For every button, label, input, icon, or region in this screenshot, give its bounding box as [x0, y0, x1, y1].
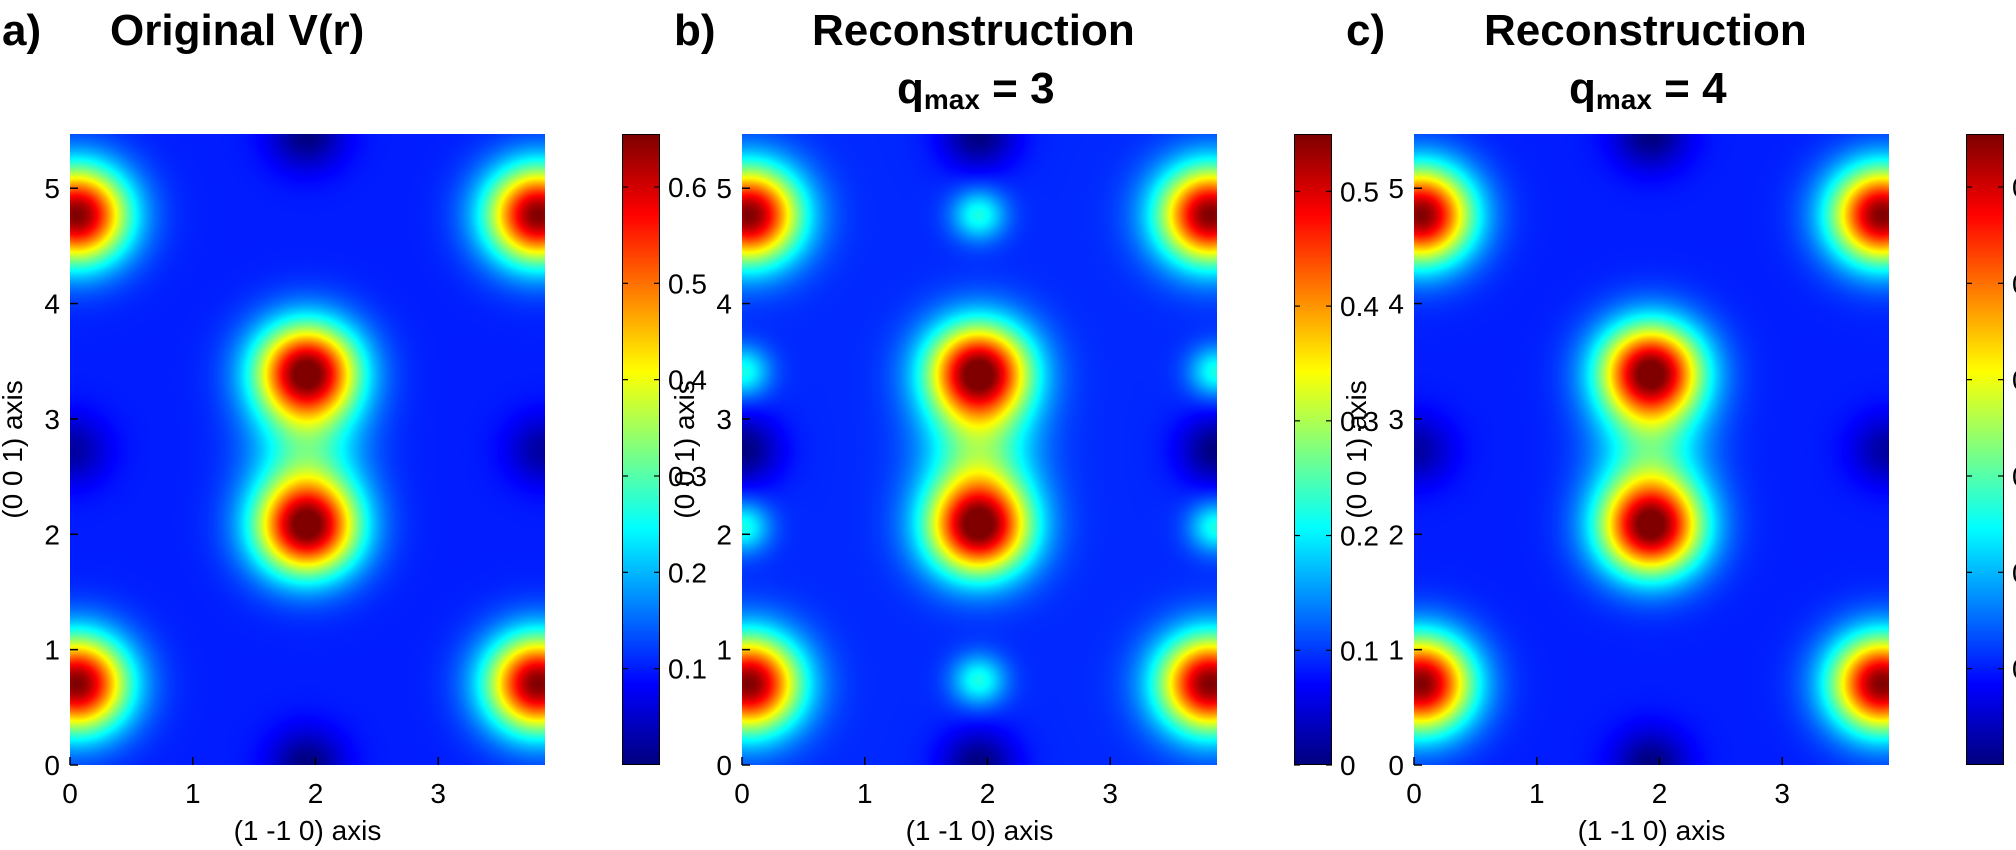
- colorbar-tick-label: 0.3: [2012, 461, 2016, 492]
- panel-c: c) Reconstruction qmax = 4 0 1 2 3 0 1 2 3 4 5 (1 …: [1341, 0, 2016, 850]
- axes: 0 1 2 3 0 1 2 3 4 5 (1 -1 0) axis (0 0 1) axis 0 0.1 0…: [669, 173, 1379, 846]
- colorbar: [1294, 134, 1332, 765]
- y-tick-label: 5: [1388, 173, 1404, 204]
- colorbar: [1966, 134, 2004, 765]
- y-tick-label: 1: [44, 635, 60, 666]
- panel-b: b) Reconstruction qmax = 3 0 1 2 3 0 1 2 3 4 5 (1 …: [669, 0, 1379, 850]
- q-symbol: q: [1569, 64, 1596, 113]
- y-tick-label: 2: [1388, 519, 1404, 550]
- q-subscript: max: [923, 84, 980, 115]
- x-axis-label: (1 -1 0) axis: [234, 815, 382, 846]
- panel-label: b): [674, 6, 716, 55]
- panel-label: c): [1346, 6, 1386, 55]
- q-value: = 3: [979, 64, 1055, 113]
- y-tick-label: 0: [1388, 750, 1404, 781]
- x-tick-label: 0: [1406, 778, 1422, 809]
- axes: 0 1 2 3 0 1 2 3 4 5 (1 -1 0) axis (0 0 1) axis 0.1 0.…: [1341, 172, 2016, 846]
- colorbar-tick-label: 0.2: [1340, 521, 1379, 552]
- y-tick-label: 5: [716, 173, 732, 204]
- y-tick-label: 3: [716, 404, 732, 435]
- colorbar-tick-label: 0.3: [1340, 406, 1379, 437]
- q-symbol: q: [897, 64, 924, 113]
- colorbar-tick-label: 0.2: [2012, 557, 2016, 588]
- y-tick-label: 4: [44, 289, 60, 320]
- heatmap-canvas: [1414, 134, 1889, 765]
- colorbar-tick-label: 0.5: [1340, 176, 1379, 207]
- x-tick-label: 1: [1529, 778, 1545, 809]
- x-tick-label: 0: [734, 778, 750, 809]
- colorbar-tick-label: 0.4: [2012, 365, 2016, 396]
- x-tick-label: 3: [430, 778, 446, 809]
- heatmap-plot-area: [742, 134, 1217, 765]
- colorbar-tick-label: 0.2: [668, 557, 707, 588]
- colorbar-tick-label: 0.1: [668, 654, 707, 685]
- y-tick-label: 4: [1388, 289, 1404, 320]
- y-tick-label: 5: [44, 173, 60, 204]
- y-tick-label: 3: [1388, 404, 1404, 435]
- heatmap-canvas: [70, 134, 545, 765]
- x-tick-label: 3: [1774, 778, 1790, 809]
- colorbar-tick-label: 0.3: [668, 461, 707, 492]
- panel-title: Original V(r): [110, 6, 365, 55]
- y-axis-label: (0 0 1) axis: [0, 380, 28, 519]
- panel-title: Reconstruction: [812, 6, 1135, 55]
- y-tick-label: 0: [716, 750, 732, 781]
- y-tick-label: 4: [716, 289, 732, 320]
- y-tick-label: 1: [716, 635, 732, 666]
- colorbar-tick-label: 0.5: [2012, 268, 2016, 299]
- x-tick-label: 3: [1102, 778, 1118, 809]
- x-tick-label: 2: [308, 778, 324, 809]
- colorbar-tick-label: 0.6: [2012, 172, 2016, 203]
- x-tick-label: 2: [1652, 778, 1668, 809]
- heatmap-plot-area: [70, 134, 545, 765]
- x-axis-label: (1 -1 0) axis: [906, 815, 1054, 846]
- colorbar-tick-label: 0.4: [668, 365, 707, 396]
- x-tick-label: 0: [62, 778, 78, 809]
- panel-a: a) Original V(r) 0 1 2 3 0 1 2 3 4 5 (1 -1 0) axis…: [0, 0, 707, 850]
- panel-label: a): [2, 6, 42, 55]
- colorbar-tick-label: 0.5: [668, 268, 707, 299]
- x-tick-label: 2: [980, 778, 996, 809]
- colorbar-tick-label: 0.1: [2012, 654, 2016, 685]
- panel-subtitle: qmax = 3: [897, 64, 1055, 116]
- x-tick-label: 1: [185, 778, 201, 809]
- y-tick-label: 0: [44, 750, 60, 781]
- colorbar-tick-label: 0.1: [1340, 635, 1379, 666]
- panel-subtitle: qmax = 4: [1569, 64, 1727, 116]
- y-tick-label: 2: [716, 519, 732, 550]
- colorbar: [622, 134, 660, 765]
- y-axis-label: (0 0 1) axis: [1341, 380, 1372, 519]
- q-value: = 4: [1651, 64, 1727, 113]
- x-axis-label: (1 -1 0) axis: [1578, 815, 1726, 846]
- colorbar-tick-label: 0.6: [668, 172, 707, 203]
- heatmap-canvas: [742, 134, 1217, 765]
- y-tick-label: 3: [44, 404, 60, 435]
- heatmap-plot-area: [1414, 134, 1889, 765]
- y-tick-label: 1: [1388, 635, 1404, 666]
- y-axis-label: (0 0 1) axis: [669, 380, 700, 519]
- q-subscript: max: [1595, 84, 1652, 115]
- colorbar-tick-label: 0.4: [1340, 291, 1379, 322]
- panel-title: Reconstruction: [1484, 6, 1807, 55]
- colorbar-tick-label: 0: [1340, 750, 1356, 781]
- x-tick-label: 1: [857, 778, 873, 809]
- axes: 0 1 2 3 0 1 2 3 4 5 (1 -1 0) axis (0 0 1) axis 0.1 0.…: [0, 172, 707, 846]
- y-tick-label: 2: [44, 519, 60, 550]
